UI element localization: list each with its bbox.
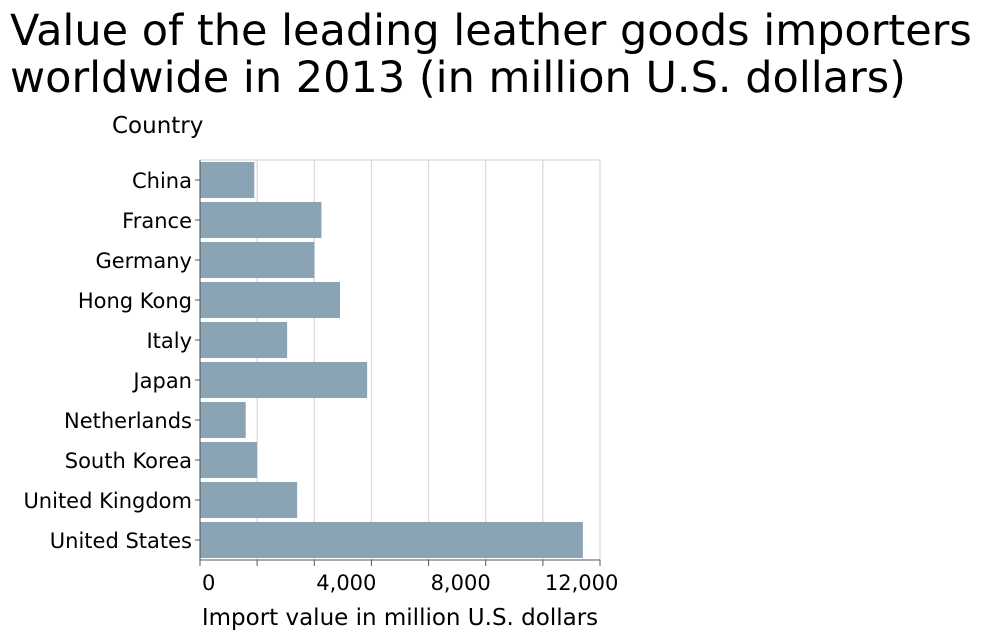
x-tick-label: 0 xyxy=(202,571,215,595)
x-tick-label: 8,000 xyxy=(431,571,491,595)
bar xyxy=(200,242,315,278)
bar xyxy=(200,162,255,198)
y-tick-label: United Kingdom xyxy=(23,489,192,513)
bar xyxy=(200,282,340,318)
x-tick-label: 12,000 xyxy=(545,571,618,595)
bar xyxy=(200,442,258,478)
y-tick-label: China xyxy=(132,169,192,193)
bar xyxy=(200,482,298,518)
bar xyxy=(200,402,246,438)
axes: China France Germany Hong Kong Italy Japan Net… xyxy=(23,160,618,595)
y-tick-label: Netherlands xyxy=(64,409,192,433)
y-tick-label: United States xyxy=(50,529,192,553)
bar xyxy=(200,202,322,238)
bar xyxy=(200,522,583,558)
y-axis-title: Country xyxy=(112,113,203,139)
y-tick-label: South Korea xyxy=(65,449,192,473)
grid-lines xyxy=(199,159,601,560)
y-tick-label: Germany xyxy=(95,249,192,273)
y-tick-label: France xyxy=(122,209,192,233)
bars xyxy=(200,162,583,558)
chart-title: Value of the leading leather goods impor… xyxy=(10,6,972,103)
y-tick-label: Japan xyxy=(131,369,192,393)
bar xyxy=(200,322,288,358)
x-tick-label: 4,000 xyxy=(316,571,376,595)
x-axis-title: Import value in million U.S. dollars xyxy=(202,605,598,631)
y-tick-label: Italy xyxy=(146,329,192,353)
y-tick-label: Hong Kong xyxy=(78,289,192,313)
bar xyxy=(200,362,368,398)
